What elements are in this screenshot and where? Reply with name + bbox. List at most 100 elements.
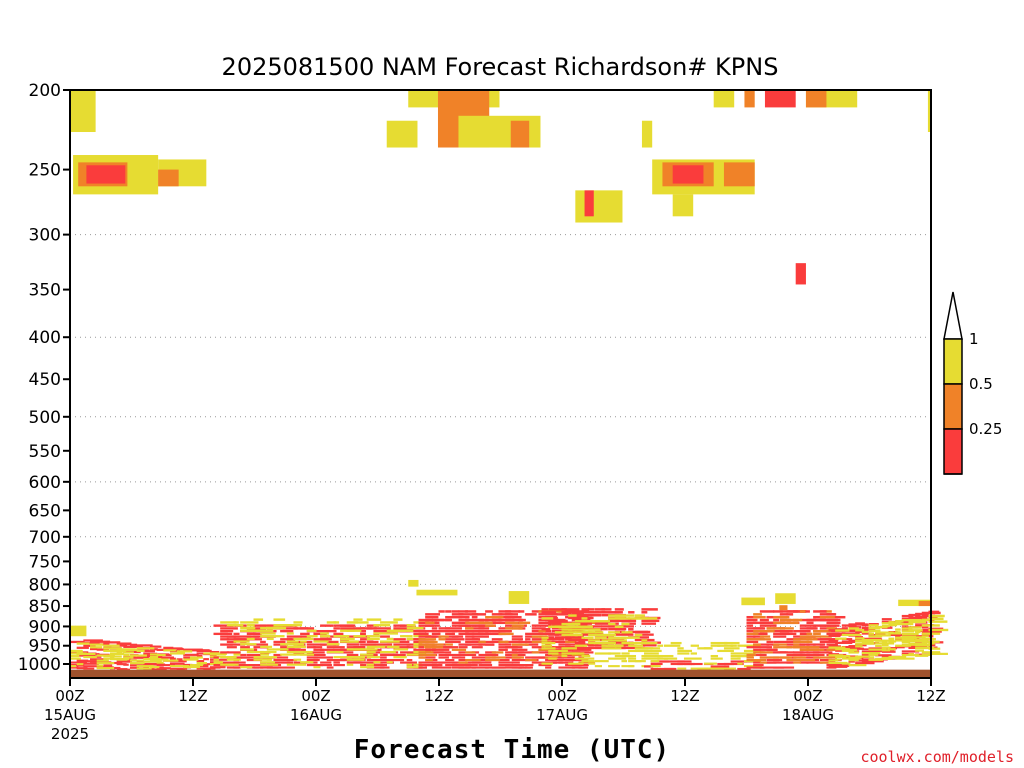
ri-cell: [588, 628, 601, 631]
ri-cell: [548, 619, 568, 623]
ri-cell: [333, 664, 345, 667]
ri-cell: [565, 658, 579, 662]
ri-cell: [723, 667, 734, 670]
ri-cell: [346, 637, 355, 641]
ri-cell: [888, 623, 898, 627]
ri-cell: [226, 635, 240, 638]
ri-cell: [233, 661, 246, 664]
ri-cell: [260, 656, 278, 659]
ri-cell: [753, 615, 766, 619]
ri-cell: [677, 660, 692, 663]
ri-cell: [246, 635, 260, 638]
ri-cell: [76, 664, 85, 667]
ri-cell: [813, 610, 827, 613]
ri-cell: [531, 651, 550, 654]
ri-cell: [799, 610, 806, 613]
ri-cell: [578, 661, 595, 664]
ri-cell: [425, 615, 439, 619]
ri-cell: [431, 632, 441, 636]
ri-cell: [601, 647, 617, 650]
ri-cell: [813, 643, 824, 646]
ri-cell: [888, 647, 898, 650]
ri-cell: [360, 640, 366, 644]
ri-cell: [123, 643, 131, 646]
data-cells: [70, 90, 949, 678]
ri-cell: [743, 644, 761, 647]
ri-cell: [588, 608, 595, 611]
ri-cell: [628, 628, 634, 631]
ri-cell: [634, 636, 650, 639]
y-tick-label: 600: [29, 473, 61, 493]
ri-cell: [76, 642, 90, 645]
ri-cell: [793, 653, 803, 657]
ri-cell: [554, 625, 561, 629]
ri-cell: [746, 621, 757, 625]
ri-cell: [149, 658, 169, 661]
ri-cell: [773, 661, 793, 664]
ri-cell: [928, 627, 944, 630]
ri-cell: [89, 639, 102, 643]
ri-cell: [766, 621, 777, 625]
ri-cell: [123, 653, 130, 657]
ri-cell: [505, 646, 518, 649]
ri-cell: [458, 658, 468, 662]
ri-cell: [826, 648, 841, 651]
ri-cell: [608, 652, 621, 655]
ri-cell: [240, 666, 253, 669]
ri-cell: [773, 646, 788, 649]
ri-cell: [868, 647, 888, 650]
ri-cell: [881, 624, 890, 628]
ri-cell: [538, 618, 551, 622]
ri-cell: [103, 654, 115, 658]
ri-cell: [183, 658, 199, 661]
ri-cell: [266, 648, 275, 651]
ri-cell: [828, 646, 846, 649]
ri-cell: [226, 656, 235, 659]
ri-cell: [578, 618, 587, 622]
ri-cell: [313, 664, 324, 667]
ri-cell: [240, 621, 259, 624]
ri-cell: [96, 662, 115, 665]
ri-cell: [306, 629, 317, 632]
ri-cell: [779, 627, 794, 630]
ri-cell: [746, 618, 758, 622]
ri-cell: [861, 637, 882, 641]
ri-cell: [657, 644, 664, 647]
ri-cell: [498, 632, 514, 636]
ri-cell: [901, 618, 922, 622]
ri-cell: [260, 624, 267, 627]
ri-cell: [123, 663, 129, 666]
ri-cell: [333, 627, 340, 630]
ri-cell: [628, 619, 637, 623]
ri-cell: [561, 647, 577, 650]
ri-cell: [400, 624, 413, 627]
ri-cell: [855, 630, 862, 633]
ri-cell: [634, 660, 646, 663]
y-tick-label: 900: [29, 617, 61, 637]
ri-cell: [273, 656, 289, 659]
ri-cell: [848, 656, 862, 659]
ri-cell: [240, 656, 250, 659]
ri-cell: [574, 646, 594, 650]
ri-cell: [196, 660, 205, 663]
ri-cell: [226, 651, 241, 654]
ri-cell: [895, 646, 905, 649]
ri-cell: [621, 641, 638, 645]
ri-cell: [588, 625, 602, 628]
ri-cell: [300, 632, 310, 636]
ri-cell: [340, 648, 351, 651]
ri-cell: [855, 645, 863, 648]
plot-frame: [69, 89, 932, 679]
ri-cell: [518, 664, 528, 667]
ri-cell: [143, 660, 162, 663]
ri-cell: [915, 646, 935, 650]
ri-cell: [458, 615, 470, 619]
ri-cell: [601, 641, 616, 645]
ri-cell: [458, 651, 466, 654]
ri-cell: [746, 653, 756, 657]
credit-text[interactable]: coolwx.com/models: [860, 748, 1014, 766]
ri-cell: [826, 651, 833, 654]
ri-cell: [746, 640, 759, 644]
ri-cell: [918, 600, 931, 607]
ri-cell: [445, 640, 453, 644]
